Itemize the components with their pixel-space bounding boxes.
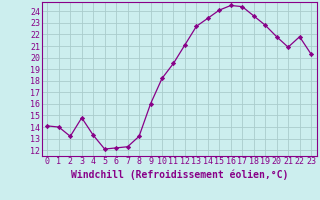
X-axis label: Windchill (Refroidissement éolien,°C): Windchill (Refroidissement éolien,°C): [70, 169, 288, 180]
